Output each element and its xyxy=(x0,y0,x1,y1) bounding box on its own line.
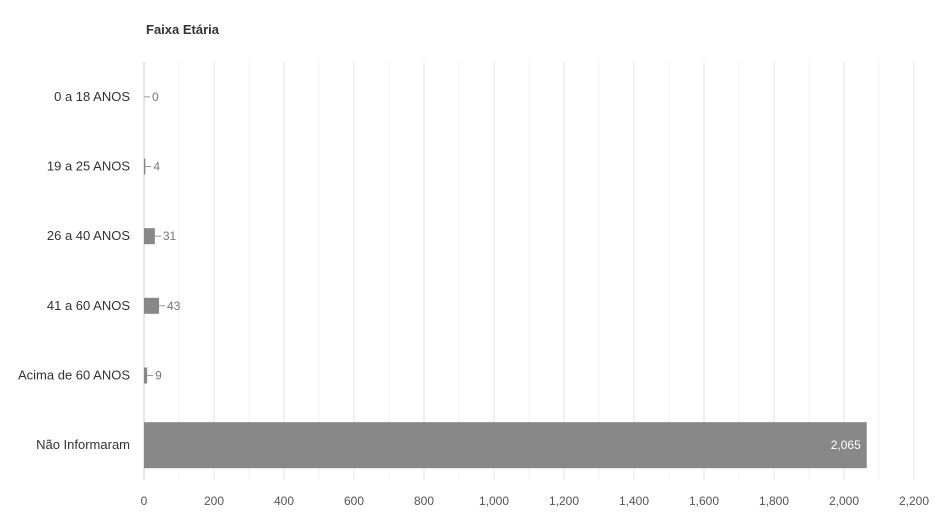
x-tick-label: 2,200 xyxy=(899,494,929,508)
x-tick-label: 1,200 xyxy=(549,494,579,508)
value-label: 4 xyxy=(153,160,160,174)
x-tick-label: 1,800 xyxy=(759,494,789,508)
x-tick-label: 1,400 xyxy=(619,494,649,508)
value-label: 43 xyxy=(167,299,181,313)
bar xyxy=(144,228,155,245)
category-label: 26 a 40 ANOS xyxy=(47,228,130,243)
x-tick-label: 1,600 xyxy=(689,494,719,508)
category-label: Não Informaram xyxy=(36,437,130,452)
bar xyxy=(144,297,160,314)
value-label: 31 xyxy=(163,229,177,243)
value-label: 0 xyxy=(152,90,159,104)
x-tick-label: 600 xyxy=(344,494,364,508)
x-tick-label: 800 xyxy=(414,494,434,508)
x-tick-label: 200 xyxy=(204,494,224,508)
chart-title: Faixa Etária xyxy=(146,22,219,37)
category-label: 19 a 25 ANOS xyxy=(47,159,130,174)
category-label: Acima de 60 ANOS xyxy=(18,368,130,383)
bar xyxy=(144,422,867,469)
value-label: 9 xyxy=(155,369,162,383)
bar xyxy=(144,158,146,175)
x-tick-label: 0 xyxy=(141,494,148,508)
value-label: 2,065 xyxy=(831,438,861,452)
x-tick-label: 1,000 xyxy=(479,494,509,508)
category-label: 41 a 60 ANOS xyxy=(47,298,130,313)
category-label: 0 a 18 ANOS xyxy=(54,89,130,104)
bar xyxy=(144,367,148,384)
x-tick-label: 400 xyxy=(274,494,294,508)
x-tick-label: 2,000 xyxy=(829,494,859,508)
